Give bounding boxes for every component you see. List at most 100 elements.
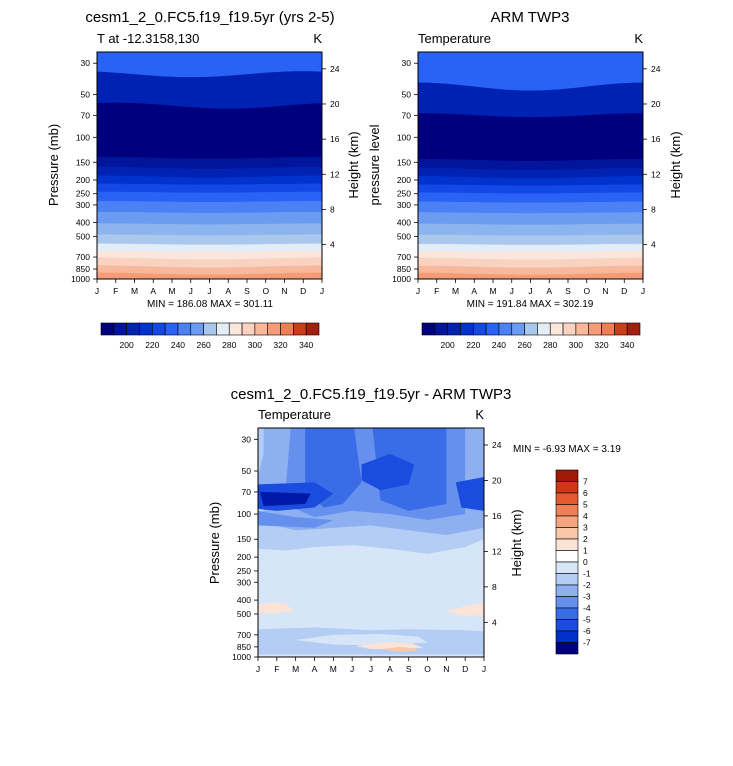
x-tick-label: D [462,664,468,674]
y-tick-label: 300 [397,200,411,210]
diff-region [258,510,334,528]
x-tick-label: J [369,664,373,674]
colorbar-box [190,322,204,336]
y-tick-label: 850 [237,642,251,652]
x-tick-label: O [262,286,269,296]
colorbar-box [555,642,579,655]
temperature-band [418,223,643,237]
colorbar-label: 280 [543,340,557,350]
y-right-tick-label: 24 [651,64,661,74]
temperature-band [97,234,322,246]
panel2-ylabel-right: Height (km) [668,131,683,198]
y-right-tick-label: 8 [330,204,335,214]
y-right-tick-label: 24 [492,440,502,450]
y-tick-label: 200 [397,175,411,185]
panel-obs-temperature: ARM TWP3 Temperature K 30 50 70 100 150 200 25… [367,9,683,350]
y-tick-label: 400 [76,218,90,228]
colorbar-box [555,561,579,574]
x-tick-label: S [565,286,571,296]
x-tick-label: A [387,664,393,674]
colorbar-label: 2 [583,534,588,544]
colorbar-box [305,322,320,336]
y-tick-label: 50 [242,466,252,476]
temperature-band [97,223,322,236]
diff-region [361,453,415,491]
y-tick-label: 30 [402,58,412,68]
colorbar-box [555,481,579,494]
temperature-band [418,192,643,204]
y-tick-label: 500 [237,609,251,619]
y-tick-label: 200 [237,552,251,562]
x-tick-label: D [621,286,627,296]
y-tick-label: 850 [397,264,411,274]
x-tick-label: J [95,286,99,296]
x-tick-label: A [546,286,552,296]
temperature-band [97,201,322,214]
diff-region [258,428,289,497]
y-right-tick-label: 8 [651,204,656,214]
panel2-colorbar: 200 220 240 260 280 300 320 340 [421,322,641,350]
x-tick-label: J [207,286,211,296]
y-tick-label: 30 [81,58,91,68]
y-right-tick-label: 12 [492,546,502,556]
x-tick-label: N [602,286,608,296]
diff-region [259,491,311,507]
diff-region [258,654,484,657]
colorbar-box [555,630,579,643]
y-right-tick-label: 24 [330,64,340,74]
colorbar-box [434,322,448,336]
y-tick-label: 250 [76,189,90,199]
colorbar-box [537,322,551,336]
colorbar-label: -7 [583,638,591,648]
colorbar-box [555,492,579,505]
temperature-band [97,183,322,194]
colorbar-box [472,322,487,336]
temperature-band [97,211,322,225]
x-tick-label: M [168,286,175,296]
colorbar-box [228,322,243,336]
colorbar-box [555,527,579,540]
y-tick-label: 300 [237,577,251,587]
x-tick-label: S [244,286,250,296]
colorbar-box [254,322,269,336]
y-tick-label: 150 [237,534,251,544]
panel2-stats: MIN = 191.84 MAX = 302.19 [467,299,594,310]
colorbar-label: 260 [196,340,210,350]
colorbar-box [267,322,281,336]
y-tick-label: 700 [76,252,90,262]
y-tick-label: 300 [76,200,90,210]
panel1-title: cesm1_2_0.FC5.f19_f19.5yr (yrs 2-5) [85,9,334,26]
colorbar-label: -4 [583,603,591,613]
temperature-band [418,234,643,246]
panel3-stats: MIN = -6.93 MAX = 3.19 [513,444,621,455]
colorbar-box [555,573,579,586]
colorbar-box [626,322,641,336]
colorbar-label: -5 [583,615,591,625]
y-tick-label: 200 [76,175,90,185]
y-tick-label: 700 [237,630,251,640]
colorbar-label: 220 [466,340,480,350]
colorbar-label: -2 [583,580,591,590]
x-tick-label: M [330,664,337,674]
x-tick-label: J [641,286,645,296]
colorbar-box [241,322,256,336]
colorbar-label: 240 [492,340,506,350]
colorbar-box [498,322,513,336]
colorbar-box [575,322,590,336]
diff-region [446,603,484,616]
colorbar-label: 320 [273,340,287,350]
x-tick-label: M [292,664,299,674]
colorbar-label: 340 [620,340,634,350]
panel2-title: ARM TWP3 [491,9,570,26]
y-right-tick-label: 16 [492,511,502,521]
colorbar-label: 260 [517,340,531,350]
colorbar-label: 4 [583,511,588,521]
x-tick-label: A [471,286,477,296]
colorbar-box [555,469,579,482]
colorbar-box [177,322,192,336]
panel1-left-string: T at -12.3158,130 [97,31,199,46]
colorbar-box [555,504,579,517]
colorbar-label: 1 [583,546,588,556]
y-tick-label: 100 [397,132,411,142]
colorbar-label: -1 [583,569,591,579]
